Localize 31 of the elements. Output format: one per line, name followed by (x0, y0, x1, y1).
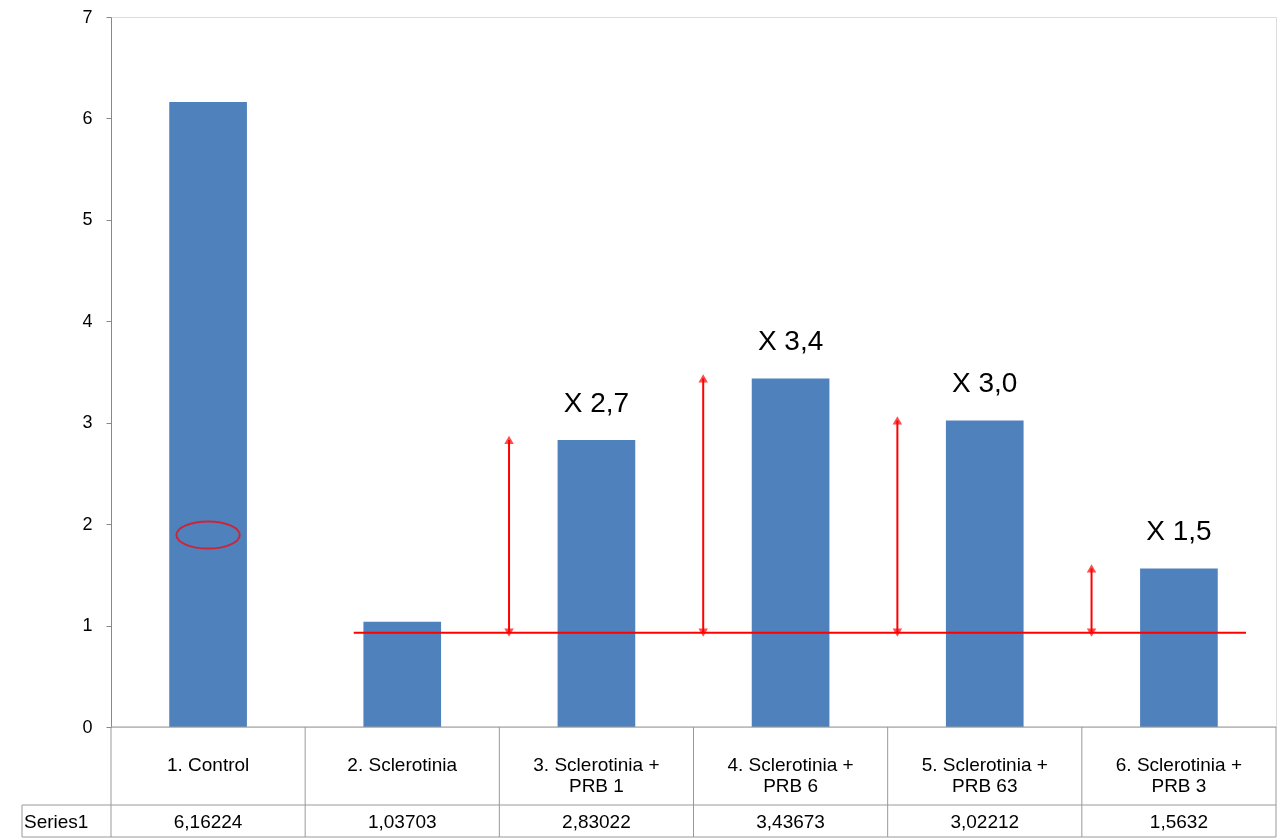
bar (169, 101, 247, 727)
bar (363, 621, 442, 727)
data-label: 2,83022 (562, 811, 631, 832)
data-label: 6,16224 (173, 811, 243, 832)
bar (945, 420, 1024, 727)
data-label: 3,02212 (950, 811, 1020, 832)
y-tick-label: 5 (82, 209, 93, 230)
bar (1140, 568, 1218, 727)
annotation: X 3,0 (952, 367, 1018, 399)
x-tick-label: 6. Sclerotinia + PRB 3 (1115, 754, 1243, 796)
y-tick-label: 4 (82, 310, 93, 331)
x-tick-label: 5. Sclerotinia + PRB 63 (921, 754, 1048, 796)
x-tick-label: 4. Sclerotinia + PRB 6 (727, 754, 854, 796)
y-tick-label: 1 (82, 615, 93, 636)
y-tick-label: 0 (82, 716, 93, 737)
y-tick-label: 6 (82, 107, 93, 128)
bar (751, 378, 830, 727)
x-tick-label: 2. Sclerotinia (347, 754, 458, 775)
annotation: X 1,5 (1146, 515, 1212, 547)
x-tick-label: 3. Sclerotinia + PRB 1 (533, 754, 660, 796)
y-tick-label: 7 (82, 6, 93, 27)
y-tick-label: 2 (82, 513, 93, 534)
y-tick-label: 3 (82, 412, 93, 433)
annotation: X 2,7 (563, 386, 630, 418)
data-label: 1,5632 (1149, 811, 1208, 832)
annotation: X 3,4 (757, 325, 824, 357)
text: Series1 (24, 811, 89, 832)
bar (557, 439, 636, 727)
data-label: 3,43673 (756, 811, 825, 832)
data-label: 1,03703 (367, 811, 437, 832)
x-tick-label: 1. Control (166, 754, 250, 775)
